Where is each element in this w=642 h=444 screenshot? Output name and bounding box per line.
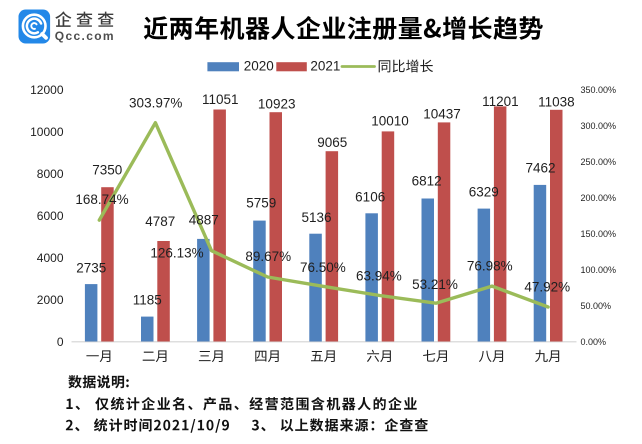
svg-text:4787: 4787 xyxy=(145,214,175,229)
svg-text:5136: 5136 xyxy=(301,210,331,225)
svg-text:2021: 2021 xyxy=(310,59,340,74)
svg-text:100.00%: 100.00% xyxy=(581,265,617,275)
svg-text:76.98%: 76.98% xyxy=(467,258,513,273)
svg-text:2735: 2735 xyxy=(76,260,106,275)
svg-text:350.00%: 350.00% xyxy=(581,85,617,95)
svg-text:4887: 4887 xyxy=(189,212,219,227)
svg-text:10437: 10437 xyxy=(423,107,461,122)
svg-text:11051: 11051 xyxy=(202,92,239,107)
svg-text:2000: 2000 xyxy=(37,293,64,307)
svg-text:10000: 10000 xyxy=(30,125,64,139)
svg-text:63.94%: 63.94% xyxy=(356,268,402,283)
svg-text:200.00%: 200.00% xyxy=(581,193,617,203)
svg-text:11201: 11201 xyxy=(482,94,519,109)
svg-text:1185: 1185 xyxy=(133,293,162,308)
svg-text:Qcc.com: Qcc.com xyxy=(55,29,115,43)
svg-text:89.67%: 89.67% xyxy=(245,249,291,264)
svg-text:5759: 5759 xyxy=(246,196,276,211)
svg-text:0.00%: 0.00% xyxy=(581,337,607,347)
svg-text:126.13%: 126.13% xyxy=(150,246,203,261)
svg-text:6000: 6000 xyxy=(37,209,64,223)
svg-text:53.21%: 53.21% xyxy=(412,277,458,292)
svg-text:11038: 11038 xyxy=(538,94,575,109)
svg-text:0: 0 xyxy=(57,335,64,349)
svg-text:168.74%: 168.74% xyxy=(75,192,128,207)
svg-text:303.97%: 303.97% xyxy=(129,96,182,111)
svg-text:250.00%: 250.00% xyxy=(581,157,617,167)
svg-text:4000: 4000 xyxy=(37,251,64,265)
svg-text:12000: 12000 xyxy=(30,83,64,97)
svg-text:9065: 9065 xyxy=(317,135,347,150)
svg-text:6329: 6329 xyxy=(469,185,499,200)
svg-text:7350: 7350 xyxy=(92,162,122,177)
svg-text:10923: 10923 xyxy=(258,96,296,111)
svg-text:2020: 2020 xyxy=(244,59,274,74)
svg-text:47.92%: 47.92% xyxy=(524,279,570,294)
svg-text:10010: 10010 xyxy=(371,113,409,128)
svg-text:76.50%: 76.50% xyxy=(300,260,346,275)
svg-text:150.00%: 150.00% xyxy=(581,229,617,239)
svg-text:6106: 6106 xyxy=(355,189,385,204)
svg-text:300.00%: 300.00% xyxy=(581,121,617,131)
svg-text:6812: 6812 xyxy=(412,174,442,189)
svg-text:50.00%: 50.00% xyxy=(581,301,612,311)
svg-text:7462: 7462 xyxy=(525,161,555,176)
svg-text:8000: 8000 xyxy=(37,167,64,181)
